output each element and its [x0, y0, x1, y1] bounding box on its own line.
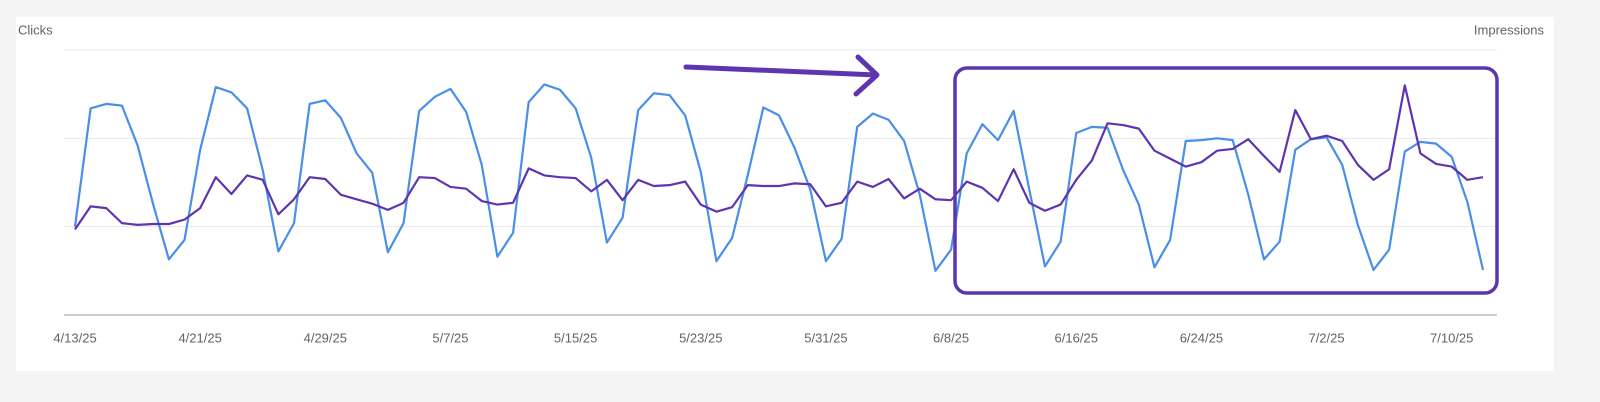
highlight-box — [953, 66, 1499, 295]
x-tick-label: 4/13/25 — [53, 330, 96, 345]
line-series — [73, 83, 1485, 272]
y2-axis-label: Impressions — [1474, 22, 1545, 37]
x-tick-label: 4/29/25 — [304, 330, 347, 345]
y-axis-label: Clicks — [18, 22, 53, 37]
arrow-annotation — [683, 54, 880, 97]
x-tick-label: 7/10/25 — [1430, 330, 1473, 345]
card — [16, 17, 1554, 371]
x-tick-label: 6/24/25 — [1180, 330, 1223, 345]
x-tick-label: 5/23/25 — [679, 330, 722, 345]
x-tick-label: 6/16/25 — [1055, 330, 1098, 345]
x-tick-label: 4/21/25 — [178, 330, 221, 345]
x-tick-label: 5/15/25 — [554, 330, 597, 345]
x-tick-label: 5/7/25 — [432, 330, 468, 345]
x-tick-label: 6/8/25 — [933, 330, 969, 345]
plot: 4/13/25 4/21/25 4/29/25 5/7/25 5/15/25 5/23/2… — [53, 49, 1497, 345]
line-series — [74, 84, 1484, 230]
x-tick-label: 5/31/25 — [804, 330, 847, 345]
x-tick-label: 7/2/25 — [1308, 330, 1344, 345]
